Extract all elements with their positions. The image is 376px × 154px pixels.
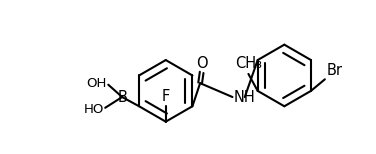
- Text: CH₃: CH₃: [235, 56, 262, 71]
- Text: F: F: [162, 89, 170, 104]
- Text: B: B: [117, 89, 127, 105]
- Text: HO: HO: [83, 103, 104, 116]
- Text: NH: NH: [234, 89, 256, 105]
- Text: Br: Br: [326, 63, 343, 78]
- Text: OH: OH: [86, 77, 107, 90]
- Text: O: O: [196, 56, 208, 71]
